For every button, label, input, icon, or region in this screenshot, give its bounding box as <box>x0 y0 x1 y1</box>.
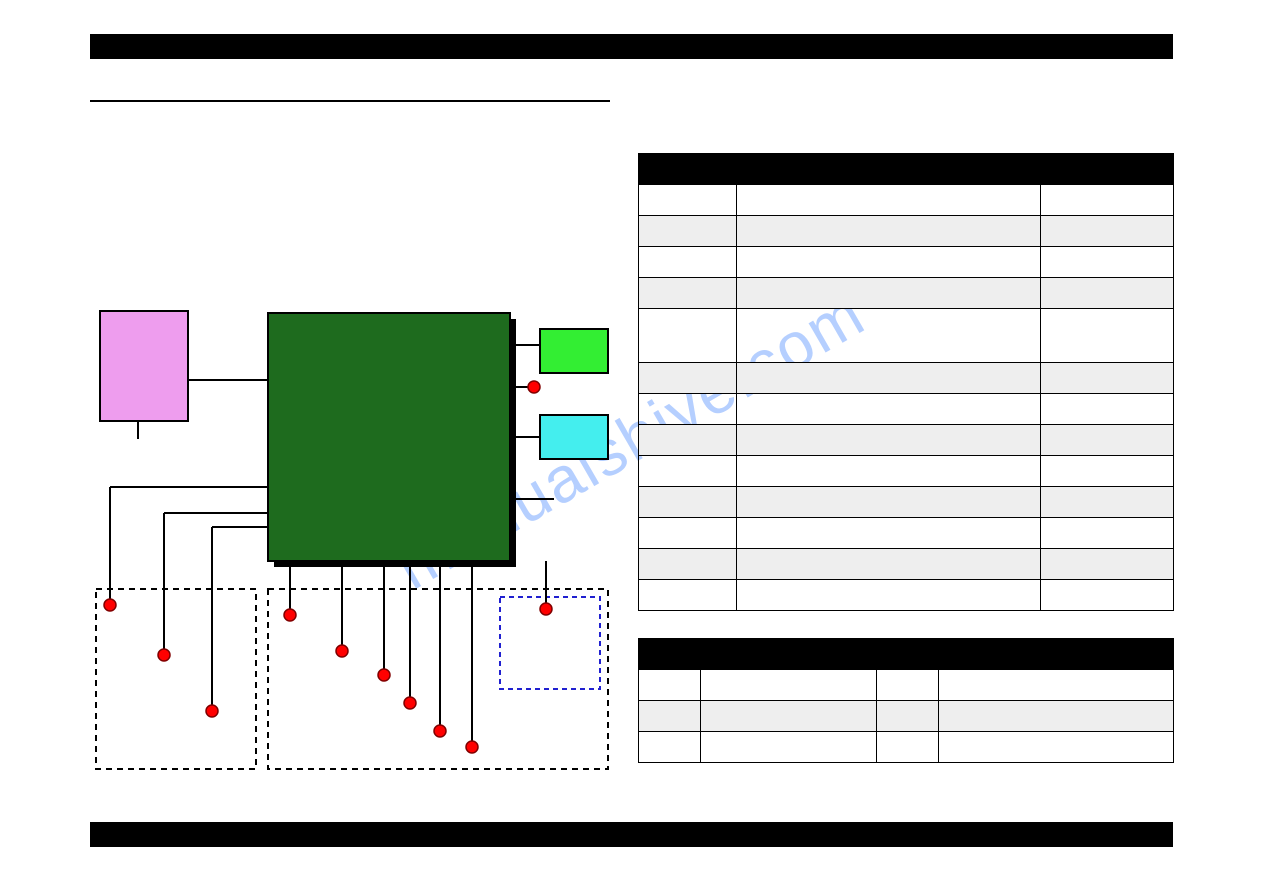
ref-header-3 <box>939 639 1174 670</box>
pinout-cell <box>737 456 1041 487</box>
ref-cell <box>701 701 877 732</box>
pinout-cell <box>639 394 737 425</box>
group-g2 <box>268 589 608 769</box>
pinout-cell <box>737 309 1041 363</box>
pinout-cell <box>639 247 737 278</box>
pinout-header-1 <box>737 154 1041 185</box>
terminal-dot <box>284 609 296 621</box>
pinout-cell <box>1041 487 1174 518</box>
pinout-header-0 <box>639 154 737 185</box>
ref-header-1 <box>701 639 877 670</box>
pinout-cell <box>1041 425 1174 456</box>
pinout-cell <box>639 456 737 487</box>
pinout-cell <box>737 487 1041 518</box>
node-green <box>268 313 510 561</box>
terminal-dot <box>404 697 416 709</box>
ref-cell <box>701 732 877 763</box>
pinout-cell <box>737 247 1041 278</box>
ref-cell <box>877 670 939 701</box>
ref-cell <box>877 732 939 763</box>
ref-header-0 <box>639 639 701 670</box>
ref-cell <box>639 701 701 732</box>
pinout-cell <box>737 518 1041 549</box>
pinout-cell <box>1041 549 1174 580</box>
pinout-cell <box>737 549 1041 580</box>
pinout-cell <box>1041 456 1174 487</box>
ref-cell <box>939 670 1174 701</box>
terminal-dot <box>466 741 478 753</box>
pinout-cell <box>639 216 737 247</box>
ref-cell <box>639 670 701 701</box>
terminal-dot <box>528 381 540 393</box>
pinout-cell <box>737 185 1041 216</box>
pinout-cell <box>737 394 1041 425</box>
pinout-table <box>638 153 1174 611</box>
ref-cell <box>639 732 701 763</box>
pinout-cell <box>1041 363 1174 394</box>
terminal-dot <box>206 705 218 717</box>
pinout-cell <box>1041 247 1174 278</box>
group-g1 <box>96 589 256 769</box>
block-diagram <box>90 295 620 785</box>
pinout-cell <box>1041 185 1174 216</box>
pinout-cell <box>639 309 737 363</box>
pinout-cell <box>1041 216 1174 247</box>
node-cyan <box>540 415 608 459</box>
ref-cell <box>939 701 1174 732</box>
pinout-cell <box>737 216 1041 247</box>
terminal-dot <box>540 603 552 615</box>
pinout-cell <box>639 363 737 394</box>
pinout-cell <box>639 425 737 456</box>
ref-cell <box>701 670 877 701</box>
ref-cell <box>939 732 1174 763</box>
pinout-cell <box>639 278 737 309</box>
pinout-cell <box>737 580 1041 611</box>
pinout-cell <box>639 487 737 518</box>
pinout-cell <box>1041 518 1174 549</box>
section-title-underline <box>90 100 610 102</box>
page-header-bar <box>90 34 1173 59</box>
terminal-dot <box>336 645 348 657</box>
pinout-cell <box>737 425 1041 456</box>
node-pink <box>100 311 188 421</box>
terminal-dot <box>378 669 390 681</box>
pinout-cell <box>639 549 737 580</box>
pinout-cell <box>737 278 1041 309</box>
terminal-dot <box>434 725 446 737</box>
pinout-cell <box>1041 394 1174 425</box>
pinout-cell <box>1041 580 1174 611</box>
reference-table <box>638 638 1174 763</box>
pinout-header-2 <box>1041 154 1174 185</box>
ref-cell <box>877 701 939 732</box>
pinout-cell <box>1041 278 1174 309</box>
pinout-cell <box>1041 309 1174 363</box>
terminal-dot <box>158 649 170 661</box>
node-lime <box>540 329 608 373</box>
pinout-cell <box>639 580 737 611</box>
ref-header-2 <box>877 639 939 670</box>
pinout-cell <box>639 185 737 216</box>
terminal-dot <box>104 599 116 611</box>
pinout-cell <box>639 518 737 549</box>
page-footer-bar <box>90 822 1173 847</box>
pinout-cell <box>737 363 1041 394</box>
